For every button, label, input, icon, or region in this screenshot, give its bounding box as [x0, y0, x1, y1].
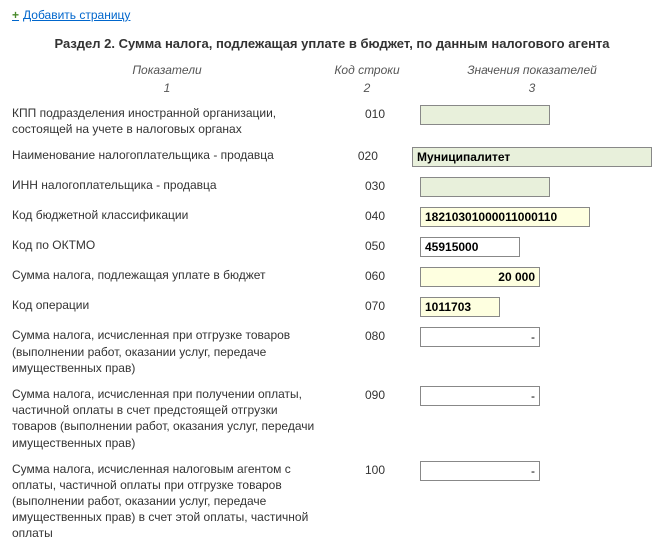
code-010: 010: [330, 105, 420, 121]
code-080: 080: [330, 327, 420, 343]
subheader-1: 1: [12, 81, 322, 95]
header-values: Значения показателей: [412, 63, 652, 77]
label-040: Код бюджетной классификации: [12, 207, 330, 223]
row-020: Наименование налогоплательщика - продавц…: [12, 147, 652, 167]
row-070: Код операции 070: [12, 297, 652, 317]
label-020: Наименование налогоплательщика - продавц…: [12, 147, 324, 163]
code-060: 060: [330, 267, 420, 283]
plus-icon: +: [12, 8, 19, 22]
input-060[interactable]: [420, 267, 540, 287]
label-030: ИНН налогоплательщика - продавца: [12, 177, 330, 193]
input-100[interactable]: [420, 461, 540, 481]
input-070[interactable]: [420, 297, 500, 317]
row-090: Сумма налога, исчисленная при получении …: [12, 386, 652, 451]
section-title: Раздел 2. Сумма налога, подлежащая уплат…: [12, 36, 652, 51]
code-070: 070: [330, 297, 420, 313]
label-060: Сумма налога, подлежащая уплате в бюджет: [12, 267, 330, 283]
input-090[interactable]: [420, 386, 540, 406]
code-030: 030: [330, 177, 420, 193]
header-indicators: Показатели: [12, 63, 322, 77]
label-100: Сумма налога, исчисленная налоговым аген…: [12, 461, 330, 542]
subheader-2: 2: [322, 81, 412, 95]
input-030[interactable]: [420, 177, 550, 197]
table-header: Показатели Код строки Значения показател…: [12, 63, 652, 77]
row-050: Код по ОКТМО 050: [12, 237, 652, 257]
row-010: КПП подразделения иностранной организаци…: [12, 105, 652, 137]
label-090: Сумма налога, исчисленная при получении …: [12, 386, 330, 451]
row-060: Сумма налога, подлежащая уплате в бюджет…: [12, 267, 652, 287]
code-040: 040: [330, 207, 420, 223]
add-page-label: Добавить страницу: [23, 8, 130, 22]
label-070: Код операции: [12, 297, 330, 313]
table-subheader: 1 2 3: [12, 81, 652, 95]
header-linecode: Код строки: [322, 63, 412, 77]
code-090: 090: [330, 386, 420, 402]
code-020: 020: [324, 147, 412, 163]
input-080[interactable]: [420, 327, 540, 347]
subheader-3: 3: [412, 81, 652, 95]
input-050[interactable]: [420, 237, 520, 257]
label-080: Сумма налога, исчисленная при отгрузке т…: [12, 327, 330, 376]
row-100: Сумма налога, исчисленная налоговым аген…: [12, 461, 652, 542]
input-020[interactable]: [412, 147, 652, 167]
label-050: Код по ОКТМО: [12, 237, 330, 253]
row-040: Код бюджетной классификации 040: [12, 207, 652, 227]
code-050: 050: [330, 237, 420, 253]
code-100: 100: [330, 461, 420, 477]
row-030: ИНН налогоплательщика - продавца 030: [12, 177, 652, 197]
label-010: КПП подразделения иностранной организаци…: [12, 105, 330, 137]
input-040[interactable]: [420, 207, 590, 227]
add-page-link[interactable]: + Добавить страницу: [12, 8, 130, 22]
row-080: Сумма налога, исчисленная при отгрузке т…: [12, 327, 652, 376]
input-010[interactable]: [420, 105, 550, 125]
